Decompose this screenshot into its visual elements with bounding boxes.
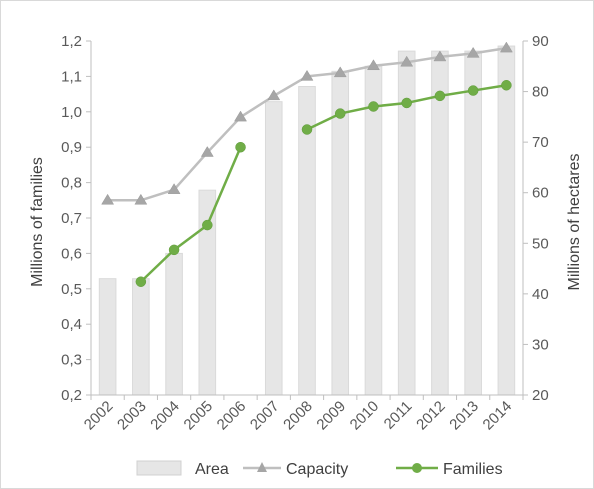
legend-area-label: Area — [195, 461, 229, 478]
area-bars — [98, 45, 516, 396]
legend-capacity-label: Capacity — [286, 461, 348, 478]
y-right-tick-label: 60 — [532, 185, 549, 202]
legend-families-marker — [412, 463, 422, 473]
y-right-tick-label: 20 — [532, 387, 549, 404]
families-point — [168, 244, 180, 256]
capacity-point — [433, 50, 447, 62]
capacity-point — [466, 46, 480, 58]
legend: Area Capacity Families — [136, 460, 503, 478]
capacity-point — [234, 110, 247, 122]
x-tick-label: 2013 — [446, 398, 482, 434]
legend-capacity-marker — [257, 462, 267, 472]
families-point — [235, 141, 246, 153]
x-tick-label: 2011 — [381, 398, 416, 433]
capacity-series — [101, 41, 513, 205]
y-right-tick-label: 90 — [532, 33, 549, 50]
families-point — [467, 85, 479, 96]
families-point — [202, 219, 213, 231]
capacity-point — [333, 66, 347, 78]
y-left-tick-label: 0,5 — [61, 281, 82, 298]
y-left-axis-title: Millions of families — [29, 157, 46, 287]
y-left-tick-label: 0,7 — [61, 210, 82, 227]
capacity-point — [200, 146, 214, 157]
area-bar — [331, 70, 350, 396]
series-line — [139, 145, 242, 283]
capacity-point — [400, 55, 414, 67]
capacity-point — [134, 193, 148, 205]
capacity-point — [499, 41, 513, 53]
families-point — [434, 90, 446, 102]
x-tick-label: 2007 — [247, 398, 283, 434]
families-series — [135, 80, 512, 287]
y-left-tick-label: 0,6 — [61, 245, 82, 262]
x-tick-label: 2005 — [181, 398, 217, 434]
x-tick-label: 2004 — [147, 398, 183, 434]
area-bar — [464, 50, 482, 396]
x-tick-label: 2012 — [413, 398, 449, 434]
y-right-tick-label: 80 — [532, 84, 549, 101]
y-left-tick-label: 0,3 — [61, 352, 82, 369]
y-left-tick-label: 1,0 — [61, 104, 82, 121]
x-tick-label: 2014 — [480, 398, 516, 434]
families-point — [135, 276, 147, 287]
area-bar — [364, 65, 383, 396]
y-right-axis-title: Millions of hectares — [566, 154, 583, 291]
y-left-tick-label: 0,4 — [61, 316, 82, 333]
capacity-point — [101, 193, 115, 205]
axes — [86, 40, 528, 400]
y-left-tick-label: 1,2 — [61, 33, 82, 50]
y-right-tick-label: 30 — [532, 336, 549, 353]
area-bar — [98, 278, 117, 396]
capacity-point — [267, 89, 281, 101]
x-tick-label: 2003 — [114, 398, 150, 434]
families-point — [401, 97, 412, 109]
area-bar — [431, 50, 449, 396]
families-point — [368, 101, 379, 112]
legend-families-label: Families — [443, 461, 503, 478]
y-left-tick-label: 0,8 — [61, 175, 82, 192]
y-left-tick-label: 0,9 — [61, 139, 82, 156]
x-tick-label: 2010 — [347, 398, 383, 434]
x-tick-label: 2006 — [214, 398, 250, 434]
y-right-tick-label: 40 — [532, 286, 549, 303]
area-bar — [497, 45, 516, 396]
area-bar — [264, 101, 283, 396]
families-point — [334, 108, 346, 119]
capacity-point — [167, 183, 181, 194]
legend-area-swatch — [136, 460, 182, 476]
y-right-tick-label: 50 — [532, 235, 549, 252]
y-right-tick-label: 70 — [532, 134, 549, 151]
y-left-tick-label: 0,2 — [61, 387, 82, 404]
families-point — [501, 80, 512, 91]
x-tick-label: 2002 — [81, 398, 117, 434]
families-point — [301, 124, 313, 135]
capacity-point — [367, 59, 380, 71]
area-bar — [132, 278, 150, 396]
y-left-tick-label: 1,1 — [61, 68, 82, 85]
x-tick-label: 2009 — [313, 398, 349, 434]
capacity-point — [300, 69, 314, 81]
area-bar — [165, 252, 183, 396]
x-tick-label: 2008 — [280, 398, 316, 434]
